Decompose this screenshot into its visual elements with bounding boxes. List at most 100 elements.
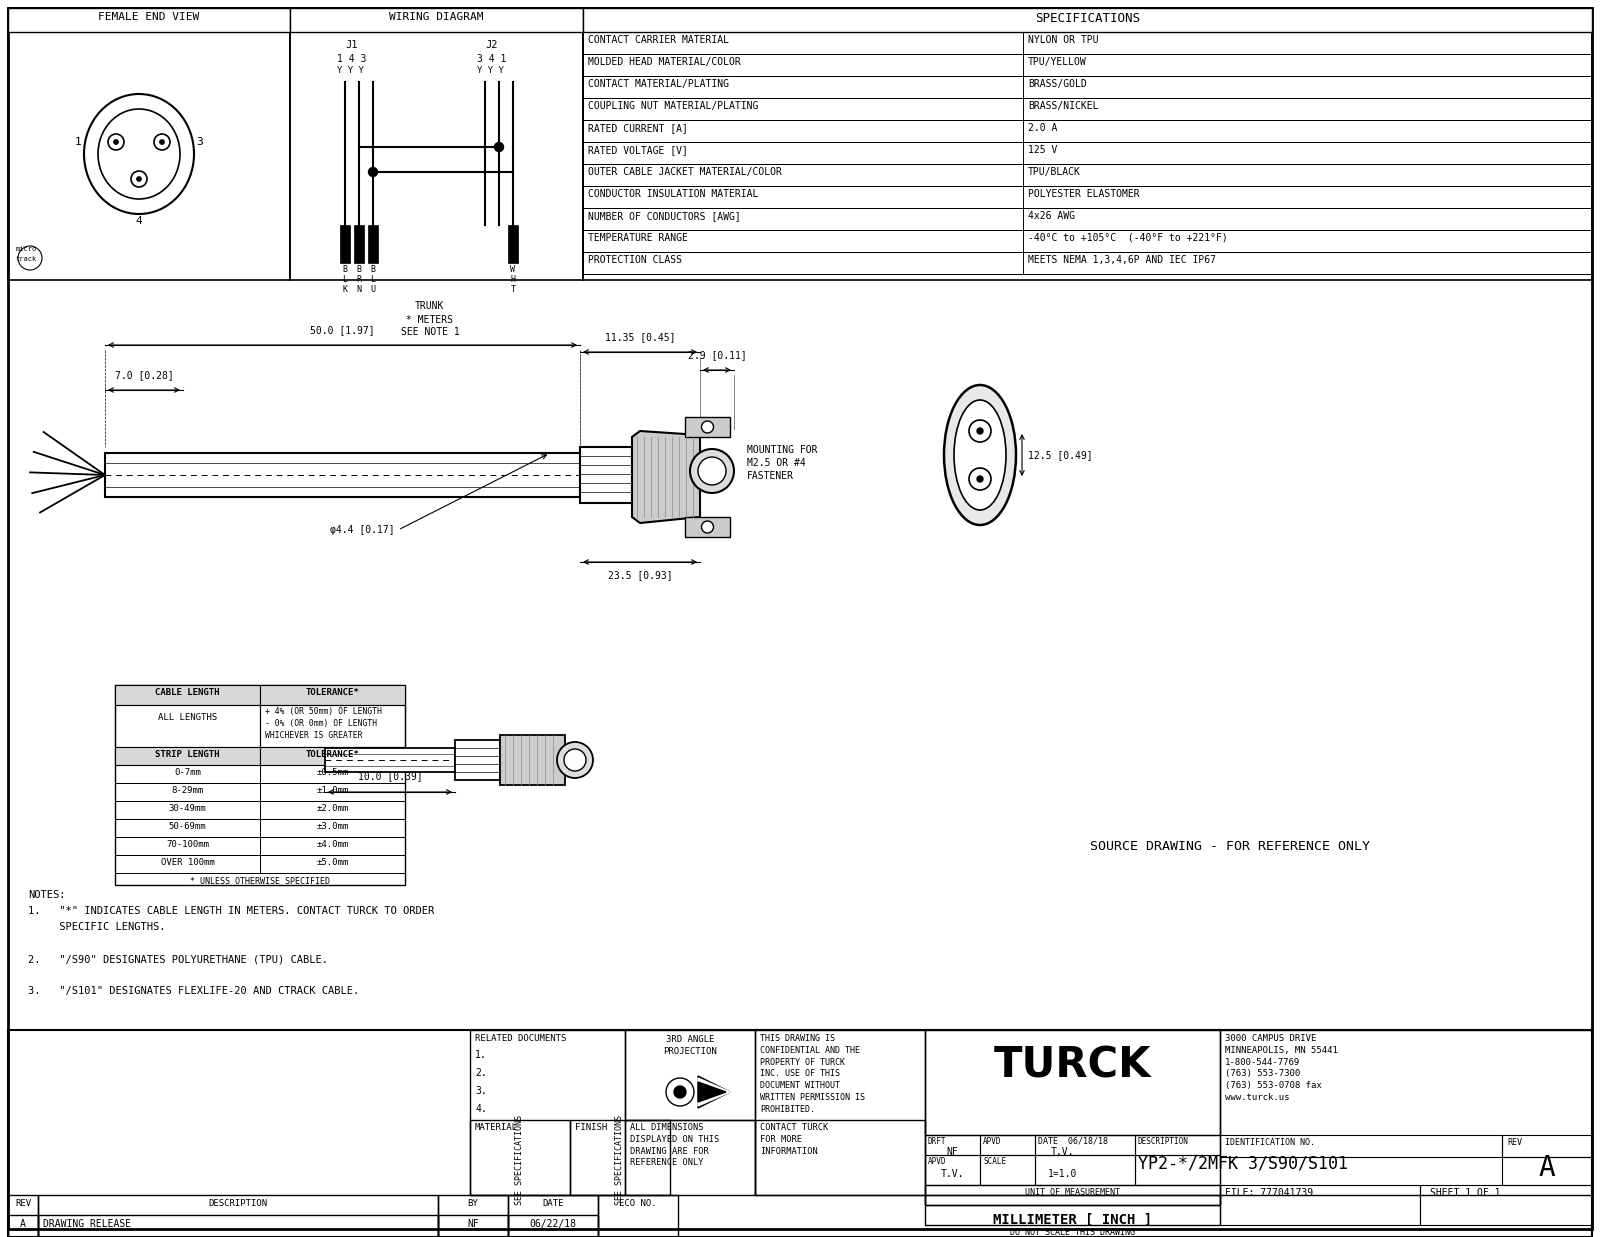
- Text: K: K: [342, 285, 347, 294]
- Ellipse shape: [944, 385, 1016, 524]
- Text: 2.   "/S90" DESIGNATES POLYURETHANE (TPU) CABLE.: 2. "/S90" DESIGNATES POLYURETHANE (TPU) …: [29, 954, 328, 964]
- Text: * UNLESS OTHERWISE SPECIFIED: * UNLESS OTHERWISE SPECIFIED: [190, 877, 330, 886]
- Text: 0-7mm: 0-7mm: [174, 768, 202, 777]
- Text: TOLERANCE*: TOLERANCE*: [306, 750, 360, 760]
- Bar: [354, 225, 365, 263]
- Bar: [582, 208, 1022, 230]
- Text: 3.   "/S101" DESIGNATES FLEXLIFE-20 AND CTRACK CABLE.: 3. "/S101" DESIGNATES FLEXLIFE-20 AND CT…: [29, 986, 360, 996]
- Text: MOLDED HEAD MATERIAL/COLOR: MOLDED HEAD MATERIAL/COLOR: [589, 57, 741, 67]
- Text: micro: micro: [16, 246, 37, 252]
- Bar: [115, 802, 259, 819]
- Text: ECO NO.: ECO NO.: [619, 1199, 658, 1209]
- Bar: [925, 1155, 979, 1185]
- Bar: [1421, 1185, 1592, 1225]
- Text: T.V.: T.V.: [941, 1169, 965, 1179]
- Text: BY: BY: [467, 1199, 478, 1209]
- Text: FINISH: FINISH: [574, 1123, 608, 1132]
- Bar: [582, 186, 1592, 208]
- Text: 2.: 2.: [475, 1068, 486, 1077]
- Bar: [115, 855, 259, 873]
- Text: DESCRIPTION: DESCRIPTION: [1138, 1137, 1189, 1145]
- Bar: [582, 54, 1592, 75]
- Bar: [8, 1195, 38, 1237]
- Text: Y Y Y: Y Y Y: [477, 66, 504, 75]
- Bar: [454, 740, 499, 781]
- Text: Y Y Y: Y Y Y: [338, 66, 363, 75]
- Bar: [259, 705, 405, 747]
- Text: 8-29mm: 8-29mm: [171, 785, 203, 795]
- Text: H: H: [510, 275, 515, 285]
- Text: J1: J1: [346, 40, 357, 49]
- Bar: [1502, 1136, 1592, 1157]
- Text: 30-49mm: 30-49mm: [168, 804, 206, 813]
- Text: NYLON OR TPU: NYLON OR TPU: [1027, 35, 1099, 45]
- Text: 50.0 [1.97]: 50.0 [1.97]: [310, 325, 374, 335]
- Text: TPU/BLACK: TPU/BLACK: [1027, 167, 1082, 177]
- Circle shape: [563, 748, 586, 771]
- Bar: [1035, 1136, 1134, 1155]
- Bar: [979, 1136, 1035, 1155]
- Circle shape: [368, 167, 378, 177]
- Bar: [582, 32, 1022, 54]
- Text: FILE: 777041739: FILE: 777041739: [1226, 1188, 1314, 1197]
- Bar: [339, 225, 350, 263]
- Text: T: T: [510, 285, 515, 294]
- Text: PROTECTION CLASS: PROTECTION CLASS: [589, 255, 682, 265]
- Polygon shape: [632, 430, 701, 523]
- Bar: [1502, 1157, 1592, 1185]
- Circle shape: [109, 134, 125, 150]
- Text: ALL LENGTHS: ALL LENGTHS: [158, 714, 218, 722]
- Text: 1.: 1.: [475, 1050, 486, 1060]
- Polygon shape: [698, 1077, 730, 1106]
- Text: 3.: 3.: [475, 1086, 486, 1096]
- Text: ±2.0mm: ±2.0mm: [317, 804, 349, 813]
- Bar: [8, 1215, 38, 1237]
- Text: ALL DIMENSIONS
DISPLAYED ON THIS
DRAWING ARE FOR
REFERENCE ONLY: ALL DIMENSIONS DISPLAYED ON THIS DRAWING…: [630, 1123, 720, 1168]
- Text: MEETS NEMA 1,3,4,6P AND IEC IP67: MEETS NEMA 1,3,4,6P AND IEC IP67: [1027, 255, 1216, 265]
- Text: track: track: [16, 256, 37, 262]
- Text: APVD: APVD: [928, 1157, 947, 1166]
- Bar: [509, 1195, 598, 1237]
- Circle shape: [674, 1086, 686, 1098]
- Bar: [106, 453, 579, 497]
- Bar: [115, 819, 259, 837]
- Bar: [38, 1195, 438, 1237]
- Text: -40°C to +105°C  (-40°F to +221°F): -40°C to +105°C (-40°F to +221°F): [1027, 233, 1227, 242]
- Text: DATE: DATE: [542, 1199, 563, 1209]
- Text: 125 V: 125 V: [1027, 145, 1058, 155]
- Text: UNIT OF MEASUREMENT: UNIT OF MEASUREMENT: [1026, 1188, 1120, 1197]
- Bar: [290, 7, 582, 32]
- Text: RATED VOLTAGE [V]: RATED VOLTAGE [V]: [589, 145, 688, 155]
- Bar: [582, 230, 1592, 252]
- Circle shape: [970, 421, 990, 442]
- Text: 10.0 [0.39]: 10.0 [0.39]: [358, 771, 422, 781]
- Text: ±5.0mm: ±5.0mm: [317, 858, 349, 867]
- Text: B: B: [371, 265, 376, 275]
- Text: SPECIFICATIONS: SPECIFICATIONS: [1035, 12, 1139, 25]
- Circle shape: [666, 1077, 694, 1106]
- Bar: [582, 98, 1022, 120]
- Text: NUMBER OF CONDUCTORS [AWG]: NUMBER OF CONDUCTORS [AWG]: [589, 212, 741, 221]
- Text: STRIP LENGTH: STRIP LENGTH: [155, 750, 219, 760]
- Text: DRFT: DRFT: [928, 1137, 947, 1145]
- Bar: [325, 748, 454, 772]
- Circle shape: [154, 134, 170, 150]
- Text: CONTACT TURCK
FOR MORE
INFORMATION: CONTACT TURCK FOR MORE INFORMATION: [760, 1123, 829, 1155]
- Text: RELATED DOCUMENTS: RELATED DOCUMENTS: [475, 1034, 566, 1043]
- Bar: [979, 1155, 1035, 1185]
- Text: W: W: [510, 265, 515, 275]
- Circle shape: [114, 140, 118, 145]
- Bar: [115, 783, 259, 802]
- Text: CONTACT MATERIAL/PLATING: CONTACT MATERIAL/PLATING: [589, 79, 730, 89]
- Text: SEE SPECIFICATIONS: SEE SPECIFICATIONS: [616, 1115, 624, 1205]
- Bar: [582, 75, 1022, 98]
- Bar: [509, 1215, 598, 1237]
- Text: TOLERANCE*: TOLERANCE*: [306, 688, 360, 696]
- Bar: [438, 1215, 509, 1237]
- Bar: [259, 783, 405, 802]
- Text: ±0.5mm: ±0.5mm: [317, 768, 349, 777]
- Bar: [626, 1119, 755, 1195]
- Circle shape: [494, 142, 504, 151]
- Circle shape: [701, 421, 714, 433]
- Text: CABLE LENGTH: CABLE LENGTH: [155, 688, 219, 696]
